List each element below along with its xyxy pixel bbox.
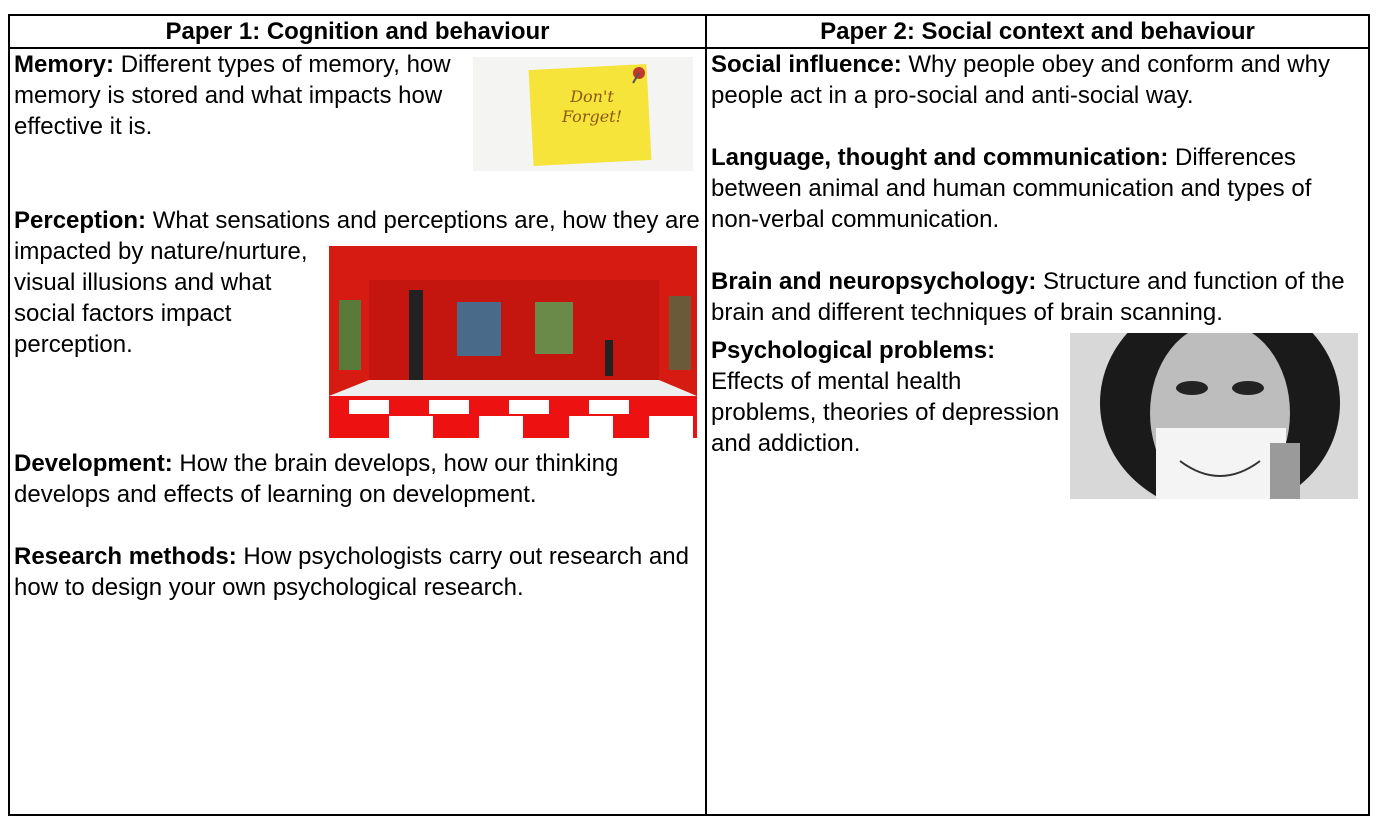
sticky-note-text: Don't Forget! xyxy=(561,87,623,126)
topic: Brain and neuropsychology: Structure and… xyxy=(711,266,1358,328)
topic-title: Brain and neuropsychology: xyxy=(711,268,1037,295)
topic-text: How the brain develops, how our thinking… xyxy=(14,450,619,508)
topic-title: Psychological problems: xyxy=(711,337,996,364)
topic: Social influence: Why people obey and co… xyxy=(711,49,1358,111)
topic-text: Differences between animal and human com… xyxy=(711,144,1312,233)
topic-text: Structure and function of the brain and … xyxy=(711,268,1345,326)
illusion-room-image xyxy=(329,240,697,438)
column-body: Don't Forget! Memory: Different types of… xyxy=(8,47,707,816)
topic: Development: How the brain develops, how… xyxy=(14,438,701,510)
topic-text: Effects of mental health problems, theor… xyxy=(711,368,1060,457)
column-body: Social influence: Why people obey and co… xyxy=(705,47,1370,816)
topic-text: What sensations and perceptions are, how… xyxy=(14,207,700,358)
topic-title: Research methods: xyxy=(14,543,237,570)
topic-title: Perception: xyxy=(14,207,147,234)
topic-title: Memory: xyxy=(14,51,115,78)
topic: Don't Forget! Memory: Different types of… xyxy=(14,49,701,174)
topic-title: Development: xyxy=(14,450,173,477)
topic: Psychological problems: Effects of menta… xyxy=(711,333,1358,499)
sad-face-image xyxy=(1070,333,1358,499)
sticky-note-image: Don't Forget! xyxy=(473,57,693,171)
column-header: Paper 2: Social context and behaviour xyxy=(705,14,1370,49)
topic-text: Why people obey and conform and why peop… xyxy=(711,51,1330,109)
topic: Perception: What sensations and percepti… xyxy=(14,205,701,438)
topic-text: How psychologists carry out research and… xyxy=(14,543,689,601)
topic-title: Language, thought and communication: xyxy=(711,144,1169,171)
topic: Research methods: How psychologists carr… xyxy=(14,541,701,603)
topic: Language, thought and communication: Dif… xyxy=(711,142,1358,235)
column-header: Paper 1: Cognition and behaviour xyxy=(8,14,707,49)
topic-text: Different types of memory, how memory is… xyxy=(14,51,451,140)
topic-title: Social influence: xyxy=(711,51,902,78)
papers-table: Paper 1: Cognition and behaviour Paper 2… xyxy=(8,14,1370,816)
